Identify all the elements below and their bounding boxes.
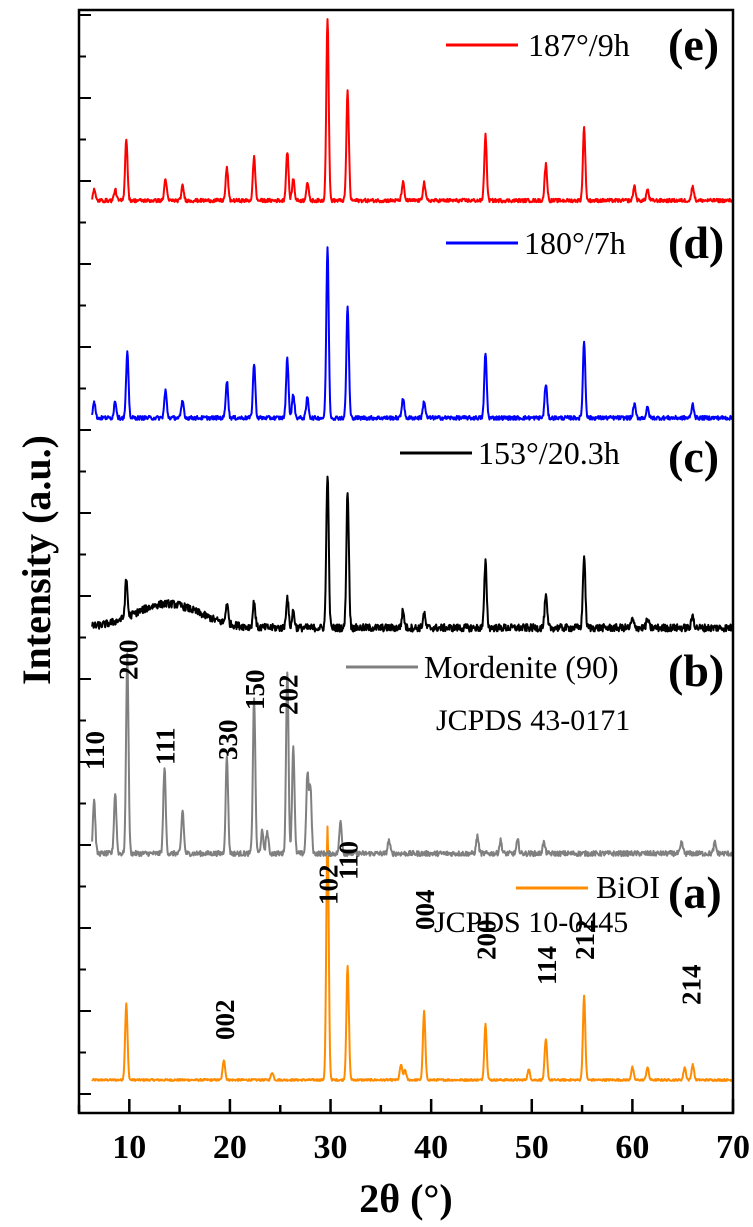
legend-b: Mordenite (90) (b) JCPDS 43-0171	[346, 645, 724, 737]
panel-label-a: (a)	[668, 867, 722, 918]
legend-a-label: BiOI	[596, 869, 660, 905]
hkl-label-b-202: 202	[273, 675, 303, 716]
x-tick-label-70: 70	[716, 1129, 750, 1166]
legend-e: 187°/9h (e)	[446, 19, 719, 70]
hkl-label-a-002: 002	[210, 1000, 240, 1041]
hkl-label-a-102: 102	[314, 865, 344, 906]
hkl-label-b-200: 200	[113, 640, 143, 681]
plot-frame	[77, 8, 735, 1115]
series-layer	[91, 18, 734, 1082]
series-line-d	[91, 246, 734, 421]
hkl-label-b-110: 110	[80, 731, 110, 770]
panel-label-d: (d)	[668, 217, 724, 268]
hkl-label-a-114: 114	[532, 946, 562, 985]
reference-b: JCPDS 43-0171	[436, 704, 630, 737]
hkl-label-a-214: 214	[677, 965, 707, 1006]
hkl-label-a-200: 200	[472, 920, 502, 961]
legend-e-label: 187°/9h	[528, 27, 630, 63]
panel-label-c: (c)	[668, 431, 719, 482]
axis-layer	[77, 8, 735, 1115]
panel-label-b: (b)	[668, 645, 724, 696]
series-line-a	[91, 825, 734, 1082]
series-line-e	[91, 18, 734, 204]
legend-c: 153°/20.3h (c)	[400, 431, 719, 482]
series-line-c	[91, 475, 734, 633]
legend-c-label: 153°/20.3h	[478, 435, 620, 471]
hkl-label-b-150: 150	[240, 670, 270, 711]
x-tick-label-30: 30	[314, 1129, 348, 1166]
legend-d-label: 180°/7h	[524, 225, 626, 261]
legend-d: 180°/7h (d)	[446, 217, 724, 268]
x-axis-title: 2θ (°)	[359, 1176, 453, 1221]
hkl-label-a-212: 212	[570, 920, 600, 961]
hkl-label-b-330: 330	[213, 720, 243, 761]
legend-b-label: Mordenite (90)	[424, 649, 619, 685]
series-line-b	[91, 652, 734, 858]
x-tick-label-50: 50	[515, 1129, 549, 1166]
panel-label-e: (e)	[668, 19, 719, 70]
legend-a: BiOI (a) JCPDS 10-0445	[434, 867, 722, 939]
reference-a: JCPDS 10-0445	[434, 906, 628, 939]
hkl-label-a-004: 004	[410, 890, 440, 931]
x-tick-label-20: 20	[213, 1129, 247, 1166]
hkl-label-a-110: 110	[334, 841, 364, 880]
x-tick-label-40: 40	[414, 1129, 448, 1166]
y-axis-title: Intensity (a.u.)	[14, 435, 59, 685]
x-tick-label-10: 10	[112, 1129, 146, 1166]
x-tick-label-60: 60	[615, 1129, 649, 1166]
tick-layer: 10 20 30 40 50 60 70	[77, 14, 750, 1166]
hkl-label-b-111: 111	[151, 727, 181, 765]
